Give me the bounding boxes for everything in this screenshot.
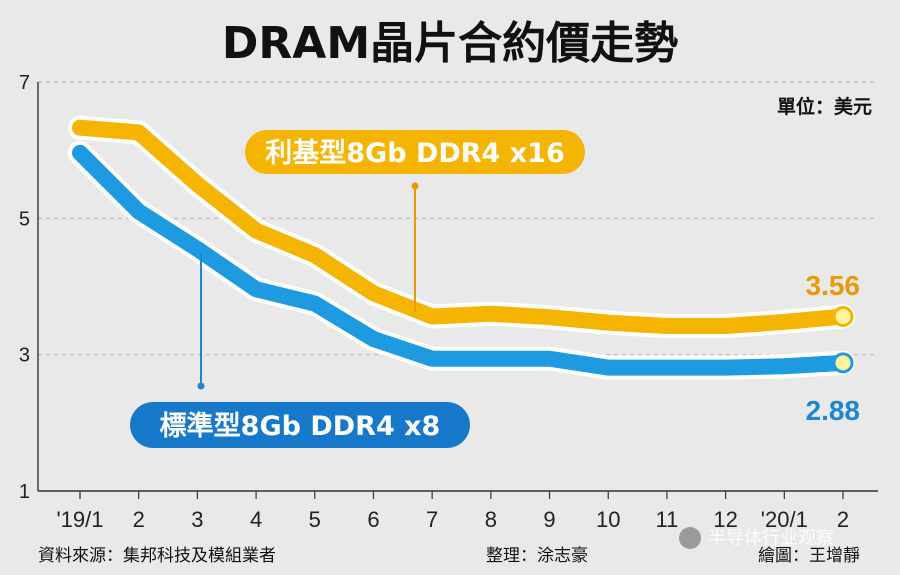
x-tick-label: 6 xyxy=(367,507,379,532)
x-tick-label: 12 xyxy=(713,507,737,532)
editor-label: 整理：涂志豪 xyxy=(486,545,588,566)
axes: 1 3 5 7 '19/1 2 3 4 5 6 7 8 9 10 11 12 '20/1 2 xyxy=(19,72,878,532)
y-tick-label: 7 xyxy=(19,72,30,94)
end-value-label: 3.56 xyxy=(806,270,861,301)
legend-series-name: 標準型8Gb DDR4 x8 xyxy=(160,410,441,442)
x-tick-label: 7 xyxy=(426,507,438,532)
x-tick-label: 9 xyxy=(543,507,555,532)
chart-title: DRAM晶片合約價走勢 xyxy=(222,18,678,69)
series-end-point xyxy=(832,305,854,327)
x-tick-label: 2 xyxy=(837,507,849,532)
source-label: 資料來源：集邦科技及模組業者 xyxy=(38,546,276,566)
series-name-pill xyxy=(130,402,470,448)
y-tick-label: 3 xyxy=(19,345,30,367)
x-tick-label: 5 xyxy=(309,507,321,532)
x-tick-label: 4 xyxy=(250,507,262,532)
x-tick-label: 2 xyxy=(133,507,145,532)
series-callout-dot xyxy=(197,382,205,390)
series-end-point xyxy=(832,352,854,374)
y-tick-label: 1 xyxy=(19,481,30,503)
labels-layer: 3.56 2.88 xyxy=(806,270,861,426)
callouts: 利基型8Gb DDR4 x16 標準型8Gb DDR4 x8 xyxy=(130,130,585,448)
series-line xyxy=(72,119,851,335)
series-name-pill xyxy=(245,130,585,174)
x-tick-label: 8 xyxy=(485,507,497,532)
series-callout-dot xyxy=(411,182,419,190)
x-tick-label: '19/1 xyxy=(56,507,103,532)
x-tick-label: '20/1 xyxy=(761,507,808,532)
series-line xyxy=(72,144,851,376)
y-tick-label: 5 xyxy=(19,208,30,230)
watermark-text: 半导体行业观察 xyxy=(708,528,834,549)
unit-label: 單位：美元 xyxy=(777,95,872,118)
x-tick-label: 11 xyxy=(656,507,679,532)
series-layer xyxy=(68,115,855,380)
x-tick-label: 10 xyxy=(596,507,620,532)
x-tick-label: 3 xyxy=(191,507,203,532)
wechat-icon xyxy=(679,527,701,549)
watermark: 半导体行业观察 xyxy=(679,527,834,549)
legend-series-name: 利基型8Gb DDR4 x16 xyxy=(265,138,564,169)
end-value-label: 2.88 xyxy=(806,395,861,426)
drawer-label: 繪圖：王增靜 xyxy=(758,546,860,566)
